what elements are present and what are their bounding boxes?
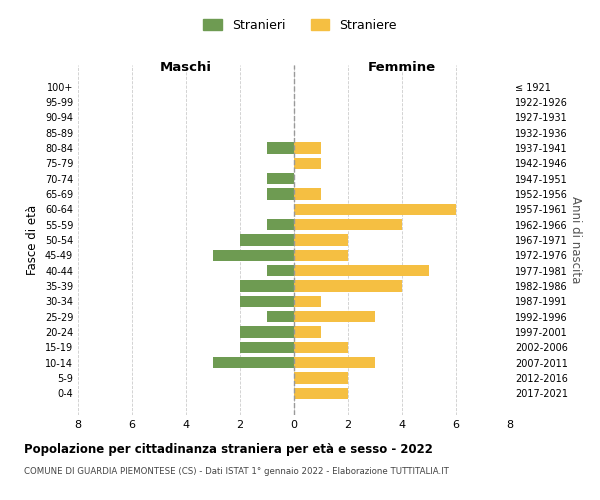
Bar [294,204,456,215]
Text: Maschi: Maschi [160,60,212,74]
Bar [240,342,294,353]
Bar [240,280,294,292]
Text: COMUNE DI GUARDIA PIEMONTESE (CS) - Dati ISTAT 1° gennaio 2022 - Elaborazione TU: COMUNE DI GUARDIA PIEMONTESE (CS) - Dati… [24,468,449,476]
Bar [294,280,402,292]
Bar [267,173,294,184]
Bar [213,357,294,368]
Bar [294,188,321,200]
Bar [294,250,348,261]
Bar [294,234,348,246]
Bar [294,326,321,338]
Y-axis label: Anni di nascita: Anni di nascita [569,196,582,284]
Bar [294,158,321,169]
Y-axis label: Fasce di età: Fasce di età [26,205,39,275]
Bar [267,219,294,230]
Bar [294,265,429,276]
Bar [240,326,294,338]
Bar [294,357,375,368]
Bar [294,342,348,353]
Bar [267,188,294,200]
Bar [213,250,294,261]
Bar [240,296,294,307]
Bar [294,372,348,384]
Text: Popolazione per cittadinanza straniera per età e sesso - 2022: Popolazione per cittadinanza straniera p… [24,442,433,456]
Bar [294,311,375,322]
Bar [294,296,321,307]
Bar [294,142,321,154]
Text: Femmine: Femmine [368,60,436,74]
Bar [267,311,294,322]
Bar [267,265,294,276]
Legend: Stranieri, Straniere: Stranieri, Straniere [198,14,402,37]
Bar [267,142,294,154]
Bar [294,388,348,399]
Bar [240,234,294,246]
Bar [294,219,402,230]
